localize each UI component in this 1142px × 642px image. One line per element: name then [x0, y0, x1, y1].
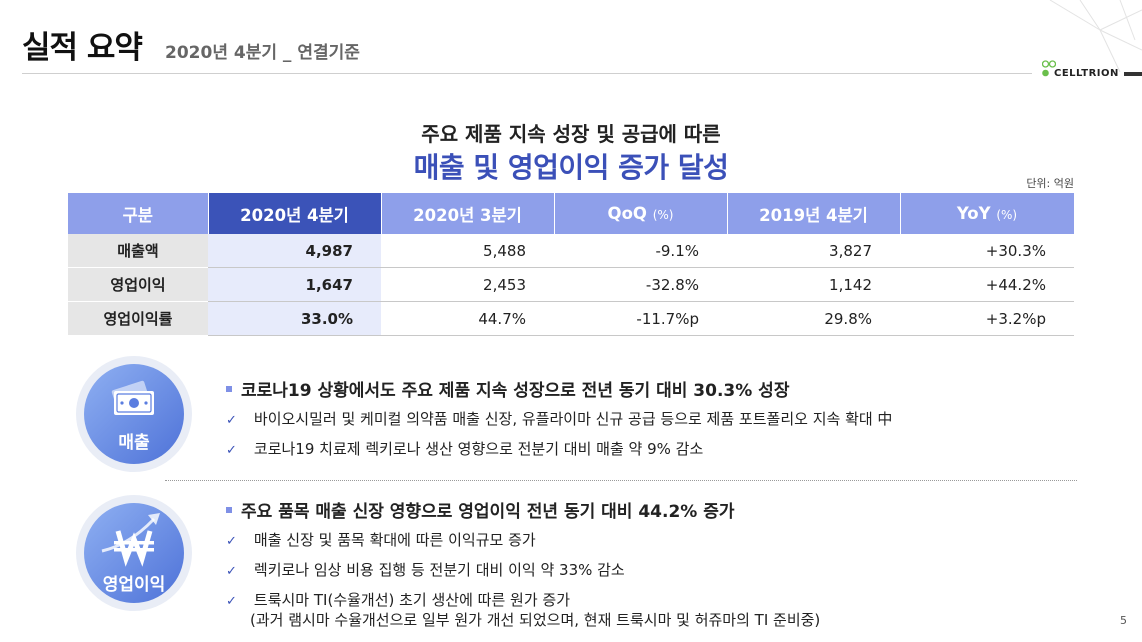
page-subtitle: 2020년 4분기 _ 연결기준: [165, 43, 360, 63]
logo-text: CELLTRION: [1054, 68, 1119, 79]
table-cell: 4,987: [208, 234, 381, 268]
sales-main-point: 코로나19 상황에서도 주요 제품 지속 성장으로 전년 동기 대비 30.3%…: [226, 376, 789, 401]
table-cell: 33.0%: [208, 301, 381, 336]
table-header-row: 구분 2020년 4분기 2020년 3분기 QoQ (%) 2019년 4분기…: [68, 193, 1075, 234]
table-row: 영업이익률 33.0% 44.7% -11.7%p 29.8% +3.2%p: [68, 301, 1074, 336]
page-number: 5: [1120, 614, 1127, 627]
sales-sub-point: ✓ 바이오시밀러 및 케미컬 의약품 매출 신장, 유플라이마 신규 공급 등으로…: [226, 410, 893, 428]
celltrion-logo: CELLTRION: [1040, 58, 1142, 86]
table-cell: 1,647: [208, 267, 381, 302]
profit-badge-inner: 영업이익: [84, 503, 184, 603]
table-cell: -9.1%: [554, 234, 727, 268]
title-divider: [22, 73, 1032, 74]
table-cell: -11.7%p: [554, 301, 727, 336]
corner-decoration: [1049, 0, 1142, 72]
section-divider: [165, 480, 1077, 481]
check-icon: ✓: [226, 594, 237, 609]
table-cell: 1,142: [727, 267, 900, 302]
table-cell: 2,453: [381, 267, 554, 302]
profit-sub-point: ✓ 트룩시마 TI(수율개선) 초기 생산에 따른 원가 증가: [226, 591, 571, 609]
profit-main-point: 주요 품목 매출 신장 영향으로 영업이익 전년 동기 대비 44.2% 증가: [226, 497, 735, 522]
column-header: 2020년 4분기: [208, 193, 382, 234]
column-header: 2020년 3분기: [381, 193, 555, 234]
profit-badge: 영업이익: [76, 495, 192, 611]
square-bullet-icon: [226, 507, 232, 513]
column-header: 구분: [68, 193, 209, 234]
profit-sub-point: ✓ 렉키로나 임상 비용 집행 등 전분기 대비 이익 약 33% 감소: [226, 561, 625, 579]
row-label: 영업이익률: [68, 301, 208, 336]
sales-sub-point: ✓ 코로나19 치료제 렉키로나 생산 영향으로 전분기 대비 매출 약 9% 감…: [226, 440, 704, 458]
logo-mark-icon: [1042, 60, 1056, 77]
table-cell: +30.3%: [900, 234, 1074, 268]
profit-sub-note: (과거 램시마 수율개선으로 일부 원가 개선 되었으며, 현재 트룩시마 및 …: [250, 611, 821, 629]
table-cell: 3,827: [727, 234, 900, 268]
column-header: 2019년 4분기: [727, 193, 901, 234]
profit-badge-label: 영업이익: [102, 575, 166, 595]
table-cell: +44.2%: [900, 267, 1074, 302]
check-icon: ✓: [226, 443, 237, 458]
unit-note: 단위: 억원: [1026, 177, 1074, 190]
page-title: 실적 요약: [22, 30, 143, 66]
headline-line1: 주요 제품 지속 성장 및 공급에 따른: [421, 122, 721, 146]
won-growth-icon: [101, 513, 160, 567]
money-icon: [111, 380, 154, 415]
check-icon: ✓: [226, 413, 237, 428]
row-label: 매출액: [68, 234, 208, 268]
summary-table: 구분 2020년 4분기 2020년 3분기 QoQ (%) 2019년 4분기…: [68, 193, 1075, 336]
sales-badge-inner: 매출: [84, 364, 184, 464]
table-cell: 29.8%: [727, 301, 900, 336]
table-row: 영업이익 1,647 2,453 -32.8% 1,142 +44.2%: [68, 267, 1074, 302]
logo-bar: [1124, 72, 1142, 76]
table-cell: -32.8%: [554, 267, 727, 302]
check-icon: ✓: [226, 564, 237, 579]
sales-badge-label: 매출: [118, 433, 150, 453]
profit-sub-point: ✓ 매출 신장 및 품목 확대에 따른 이익규모 증가: [226, 531, 536, 549]
column-header: YoY (%): [900, 193, 1075, 234]
headline-line2: 매출 및 영업이익 증가 달성: [413, 151, 729, 184]
check-icon: ✓: [226, 534, 237, 549]
row-label: 영업이익: [68, 267, 208, 302]
square-bullet-icon: [226, 386, 232, 392]
table-cell: +3.2%p: [900, 301, 1074, 336]
table-cell: 44.7%: [381, 301, 554, 336]
table-cell: 5,488: [381, 234, 554, 268]
column-header: QoQ (%): [554, 193, 728, 234]
table-row: 매출액 4,987 5,488 -9.1% 3,827 +30.3%: [68, 234, 1074, 268]
sales-badge: 매출: [76, 356, 192, 472]
